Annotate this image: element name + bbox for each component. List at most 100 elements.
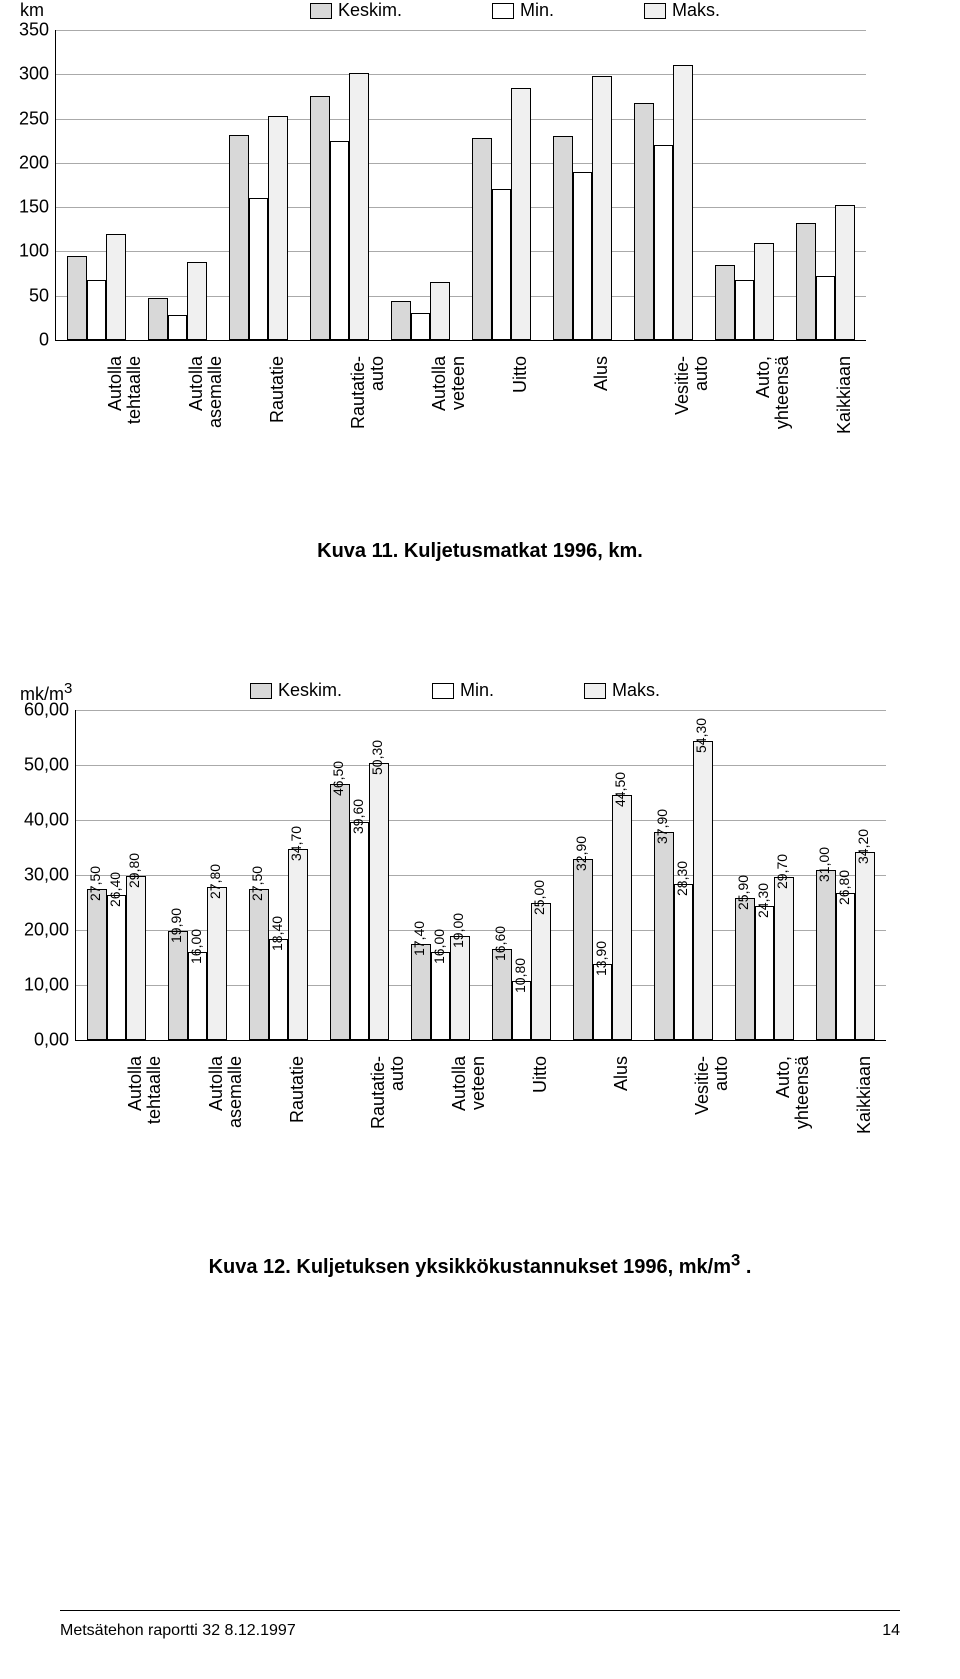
value-label: 29,70 xyxy=(774,854,790,889)
gridline xyxy=(76,765,886,766)
bar-min xyxy=(431,952,451,1040)
value-label: 46,50 xyxy=(330,761,346,796)
chart2-plot-area: 27,5026,4029,8019,9016,0027,8027,5018,40… xyxy=(75,710,886,1041)
value-label: 28,30 xyxy=(674,861,690,896)
bar-group xyxy=(472,88,531,340)
x-axis-label: Autollatehtaalle xyxy=(106,356,144,466)
value-label: 25,00 xyxy=(531,879,547,914)
y-tick-label: 50 xyxy=(0,285,55,306)
x-axis-label: Uitto xyxy=(531,1056,550,1166)
bar-min xyxy=(735,280,755,340)
bar-group xyxy=(229,116,288,340)
legend-swatch-keskim xyxy=(310,3,332,19)
bar-min xyxy=(674,884,694,1040)
legend-label-keskim: Keskim. xyxy=(338,0,402,21)
gridline xyxy=(76,710,886,711)
legend-label-maks: Maks. xyxy=(672,0,720,21)
bar-min xyxy=(755,906,775,1040)
bar-keskim xyxy=(168,931,188,1040)
bar-min xyxy=(188,952,208,1040)
gridline xyxy=(76,820,886,821)
value-label: 16,00 xyxy=(188,929,204,964)
bar-min xyxy=(168,315,188,340)
y-tick-label: 100 xyxy=(0,241,55,262)
x-axis-label: Auto,yhteensä xyxy=(754,356,792,466)
legend-swatch-maks xyxy=(584,683,606,699)
value-label: 50,30 xyxy=(369,740,385,775)
bar-maks xyxy=(349,73,369,340)
bar-keskim xyxy=(573,859,593,1040)
bar-min xyxy=(411,313,431,340)
bar-keskim xyxy=(411,944,431,1040)
bar-maks xyxy=(511,88,531,340)
x-axis-label: Rautatie-auto xyxy=(349,356,387,466)
value-label: 37,90 xyxy=(654,809,670,844)
bar-keskim xyxy=(310,96,330,340)
gridline xyxy=(56,74,866,75)
x-axis-label: Autollatehtaalle xyxy=(126,1056,164,1166)
chart2-y-ticks: 0,0010,0020,0030,0040,0050,0060,00 xyxy=(0,710,75,1040)
value-label: 26,40 xyxy=(107,872,123,907)
bar-group xyxy=(310,73,369,340)
bar-maks xyxy=(531,903,551,1041)
legend-swatch-maks xyxy=(644,3,666,19)
x-axis-label: Vesitie-auto xyxy=(693,1056,731,1166)
bar-group xyxy=(391,282,450,340)
bar-maks xyxy=(754,243,774,340)
bar-group xyxy=(148,262,207,340)
bar-keskim xyxy=(796,223,816,340)
chart1-y-ticks: 050100150200250300350 xyxy=(0,30,55,340)
bar-maks xyxy=(835,205,855,340)
legend-swatch-keskim xyxy=(250,683,272,699)
legend-swatch-min xyxy=(492,3,514,19)
bar-group xyxy=(553,76,612,340)
bar-keskim xyxy=(492,949,512,1040)
bar-maks xyxy=(106,234,126,340)
chart2-x-labels: AutollatehtaalleAutollaasemalleRautatieR… xyxy=(75,1048,885,1228)
x-axis-label: Rautatie-auto xyxy=(369,1056,407,1166)
page-number: 14 xyxy=(882,1622,900,1640)
value-label: 18,40 xyxy=(269,916,285,951)
x-axis-label: Autollaveteen xyxy=(450,1056,488,1166)
value-label: 19,00 xyxy=(450,912,466,947)
chart2-caption: Kuva 12. Kuljetuksen yksikkökustannukset… xyxy=(0,1250,960,1279)
value-label: 29,80 xyxy=(126,853,142,888)
bar-maks xyxy=(592,76,612,340)
y-tick-label: 250 xyxy=(0,108,55,129)
bar-min xyxy=(249,198,269,340)
value-label: 26,80 xyxy=(836,870,852,905)
bar-keskim xyxy=(249,889,269,1040)
y-tick-label: 350 xyxy=(0,20,55,41)
value-label: 32,90 xyxy=(573,836,589,871)
value-label: 17,40 xyxy=(411,921,427,956)
y-tick-label: 30,00 xyxy=(0,865,75,886)
chart-1-distances: km Keskim. Min. Maks. 050100150200250300… xyxy=(0,0,960,580)
bar-min xyxy=(107,895,127,1040)
bar-keskim xyxy=(472,138,492,340)
bar-maks xyxy=(126,876,146,1040)
bar-maks xyxy=(430,282,450,340)
bar-min xyxy=(330,141,350,340)
value-label: 44,50 xyxy=(612,772,628,807)
bar-maks xyxy=(268,116,288,340)
bar-keskim xyxy=(654,832,674,1040)
bar-min xyxy=(836,893,856,1040)
bar-maks xyxy=(855,852,875,1040)
value-label: 25,90 xyxy=(735,875,751,910)
value-label: 34,70 xyxy=(288,826,304,861)
value-label: 27,50 xyxy=(249,866,265,901)
legend-label-maks: Maks. xyxy=(612,680,660,701)
value-label: 39,60 xyxy=(350,799,366,834)
bar-keskim xyxy=(148,298,168,341)
bar-maks xyxy=(207,887,227,1040)
legend-item-keskim: Keskim. xyxy=(310,0,402,21)
x-axis-label: Alus xyxy=(612,1056,631,1166)
bar-keskim xyxy=(391,301,411,340)
legend-item-min: Min. xyxy=(492,0,554,21)
legend-item-min: Min. xyxy=(432,680,494,701)
chart1-y-axis-title: km xyxy=(20,0,44,21)
y-tick-label: 20,00 xyxy=(0,920,75,941)
y-tick-label: 10,00 xyxy=(0,975,75,996)
value-label: 16,00 xyxy=(431,929,447,964)
bar-keskim xyxy=(553,136,573,340)
